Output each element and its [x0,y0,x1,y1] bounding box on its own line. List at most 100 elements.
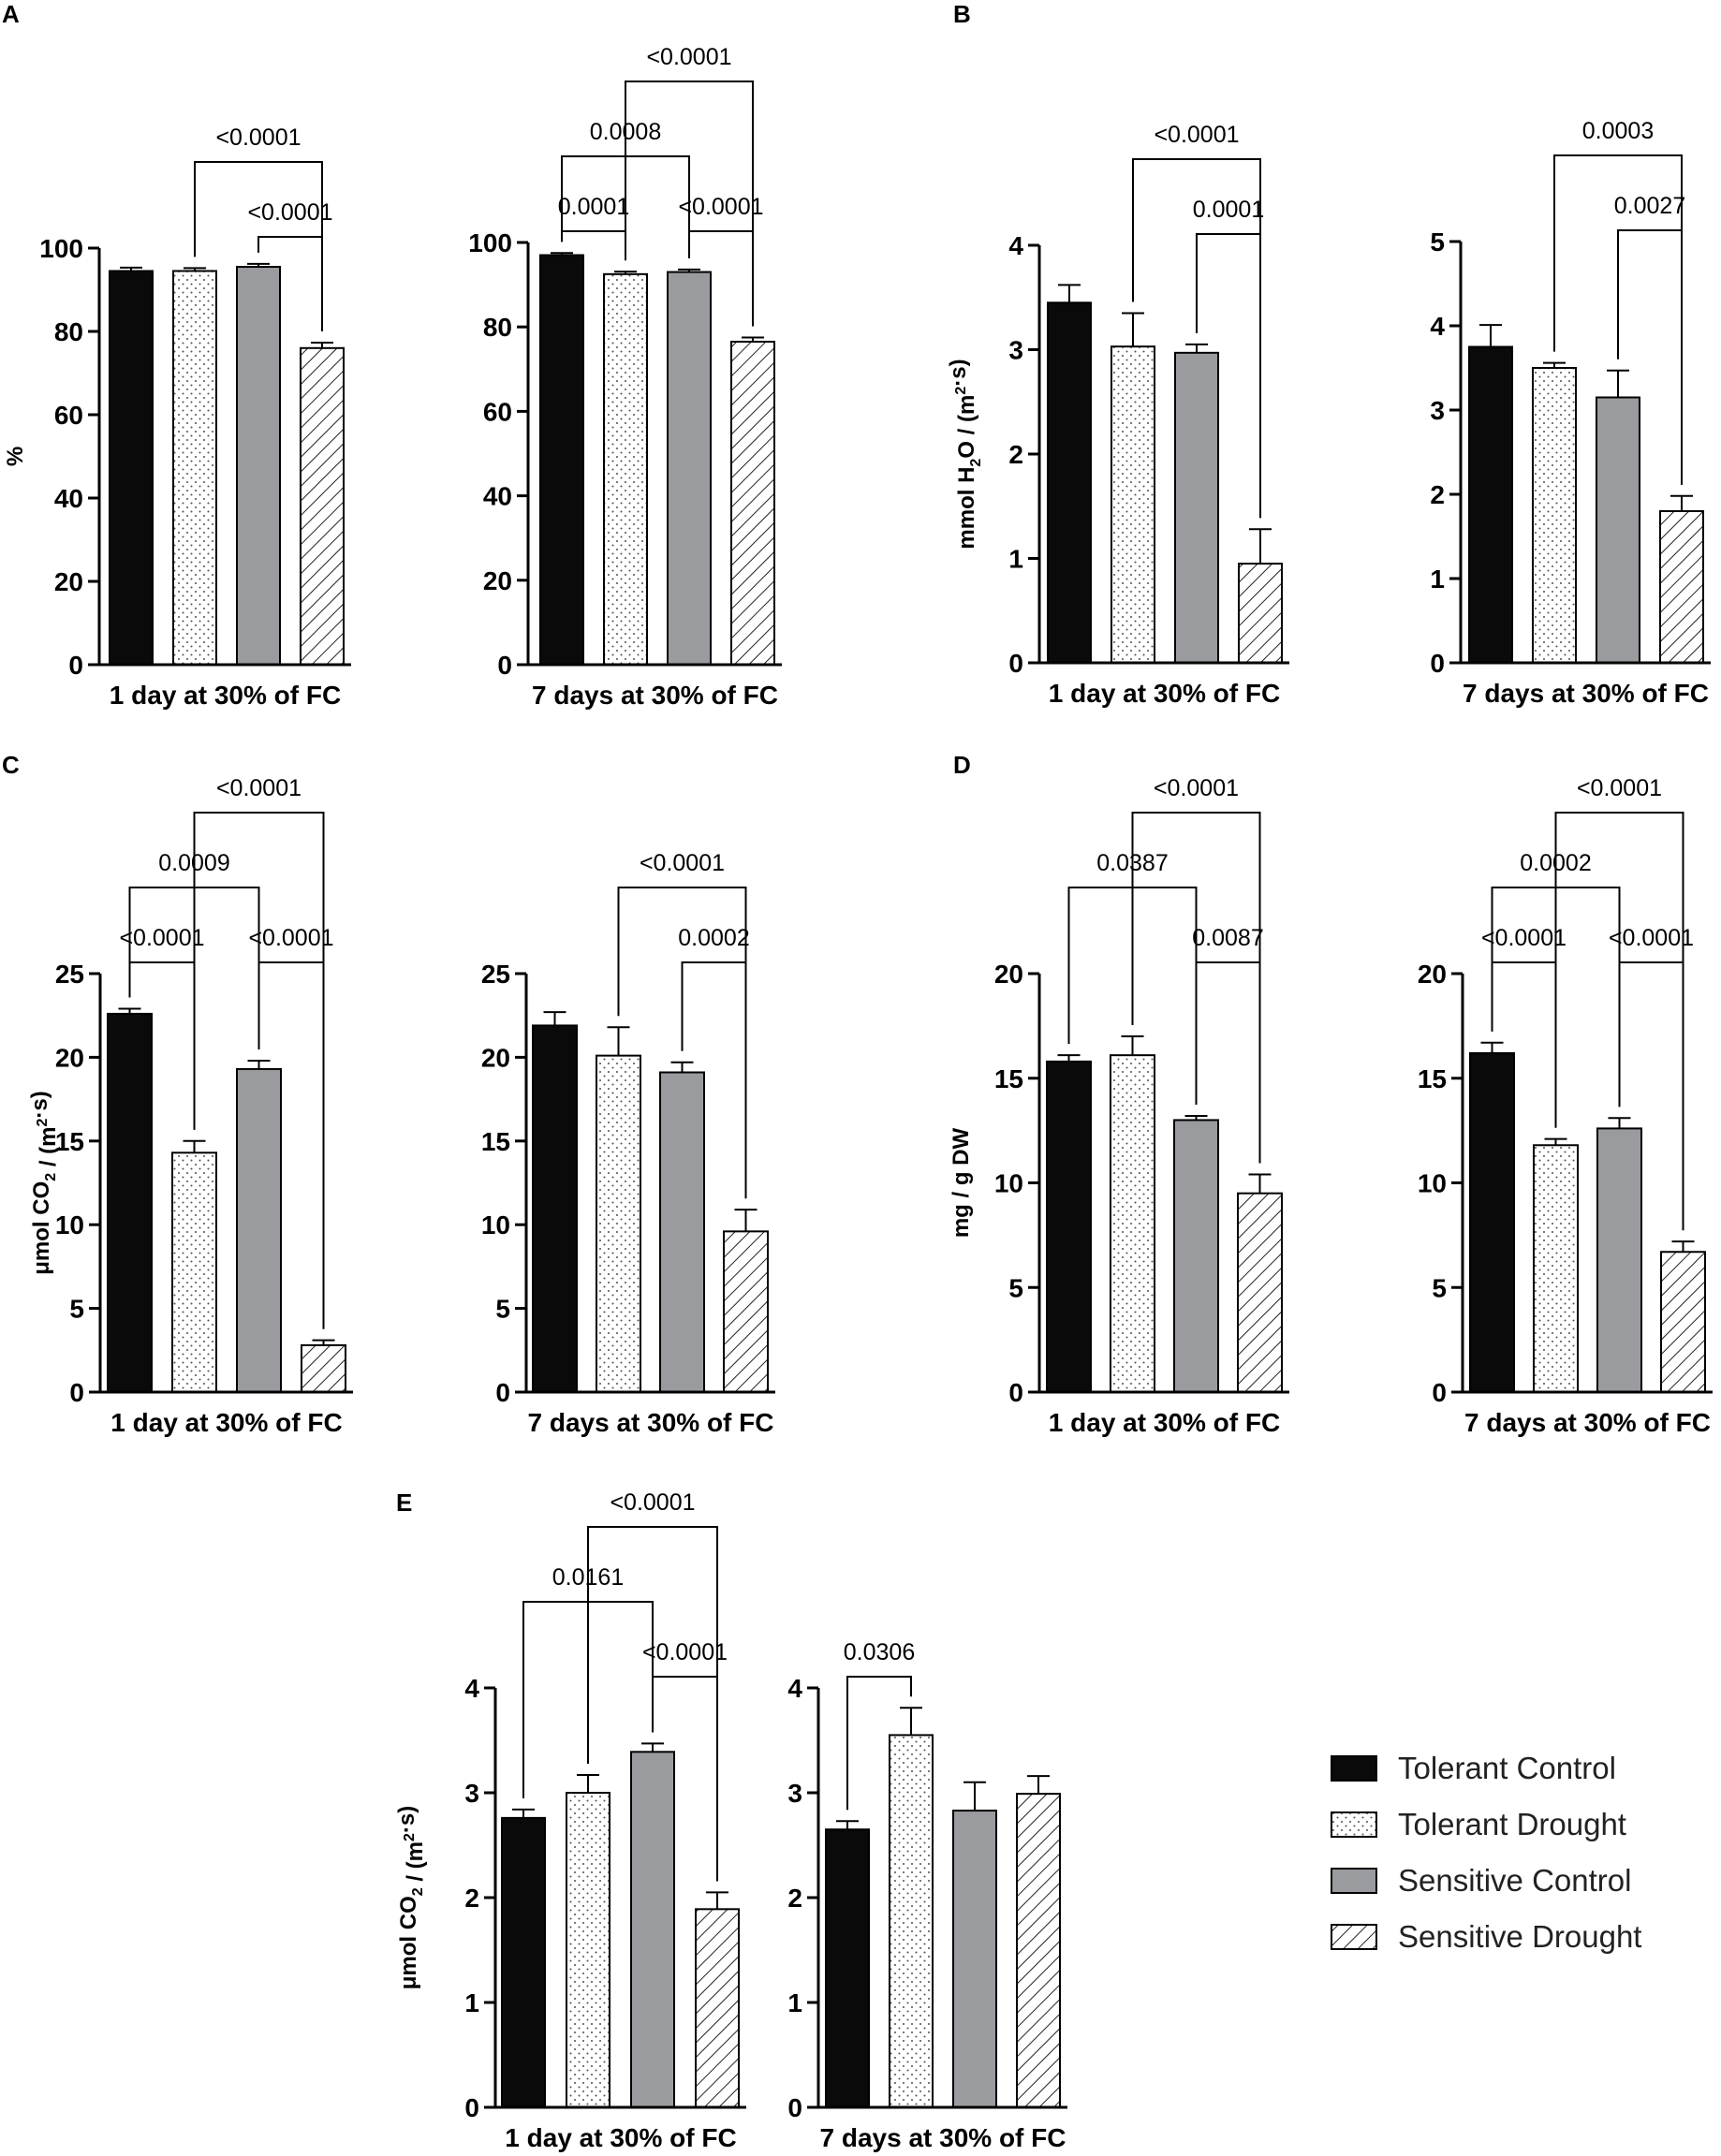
y-tick-label: 5 [1432,1273,1447,1302]
y-tick-label: 100 [39,234,83,263]
y-tick-label: 10 [481,1210,510,1239]
y-tick-label: 80 [54,317,83,346]
y-tick-label: 1 [1008,545,1023,574]
y-tick-label: 40 [54,484,83,513]
bar-sensitive-drought [300,346,345,666]
significance-bracket [625,81,754,327]
y-tick-label: 0 [1008,649,1023,678]
error-bar [1249,528,1272,565]
bar-tolerant-control [501,1816,546,2108]
error-bar [1608,1117,1631,1129]
bar-tolerant-drought [1532,367,1577,664]
y-tick-label: 20 [994,960,1023,989]
chart-c-day1: 0 5 10 15 20 25 1 day at 30% of FC μmol CO2 / (… [27,775,353,1437]
y-tick-label: 0 [69,1378,84,1407]
p-value-label: <0.0001 [1481,925,1567,951]
p-value-label: 0.0306 [844,1639,915,1665]
legend-swatch-tolerant-control [1331,1755,1377,1782]
error-bar [706,1891,728,1910]
chart-c-day7: 0 5 10 15 20 25 7 days at 30% of FC 0.0002 <0.00… [481,850,775,1437]
bar-sensitive-control [630,1751,675,2108]
bar-sensitive-drought [301,1343,346,1394]
bar-tolerant-control [1468,345,1513,664]
y-tick-label: 60 [483,397,512,426]
y-tick-label: 1 [787,1988,802,2017]
y-tick-label: 3 [1430,396,1445,425]
bar-tolerant-drought [596,1054,641,1394]
significance-bracket [846,1676,912,1811]
y-axis-label: μmol CO2 / (m2·s) [27,1091,61,1275]
significance-bracket [194,161,323,332]
x-axis-label: 7 days at 30% of FC [532,681,778,710]
error-bar [614,271,637,274]
y-tick-label: 25 [481,960,510,989]
chart-d-day7: 0 5 10 15 20 7 days at 30% of FC <0.0001 <0.000… [1418,775,1713,1437]
y-tick-label: 5 [495,1295,510,1324]
bar-sensitive-drought [1238,563,1283,665]
chart-d-day1: 0 5 10 15 20 1 day at 30% of FC mg / g DW 0.008… [949,775,1289,1437]
p-value-label: <0.0001 [247,199,332,226]
y-tick-label: 3 [1008,336,1023,365]
error-bar [900,1707,922,1736]
y-tick-label: 2 [1008,440,1023,469]
significance-bracket [193,812,325,1329]
bar-tolerant-control [825,1828,870,2108]
bar-sensitive-control [1174,351,1219,664]
chart-b-day7: 0 1 2 3 4 5 7 days at 30% of FC 0.0027 0.0003 [1430,118,1711,708]
error-bar [641,1742,664,1753]
y-tick-label: 0 [787,2093,802,2122]
legend-label-sensitive-drought: Sensitive Drought [1398,1919,1641,1954]
y-tick-label: 0 [464,2093,479,2122]
bar-tolerant-control [1047,301,1092,664]
bar-sensitive-drought [1660,1251,1706,1393]
y-tick-label: 10 [994,1169,1023,1198]
x-axis-label: 1 day at 30% of FC [505,2123,736,2152]
x-axis-label: 1 day at 30% of FC [110,1408,342,1437]
error-bar [183,1139,206,1153]
y-tick-label: 60 [54,401,83,430]
y-axis-label: μmol CO2 / (m2·s) [394,1806,428,1990]
y-tick-label: 20 [483,566,512,595]
y-tick-label: 0 [1430,649,1445,678]
error-bar [577,1773,599,1793]
bar-sensitive-drought [1237,1192,1283,1394]
p-value-label: <0.0001 [642,1639,728,1665]
y-axis-label: mmol H2O / (m2·s) [946,359,984,549]
legend: Tolerant Control Tolerant Drought Sensit… [1331,1751,1641,1954]
y-tick-label: 5 [1008,1273,1023,1302]
y-tick-label: 25 [55,960,84,989]
chart-b-day1: 0 1 2 3 4 1 day at 30% of FC mmol H2O / (m2·s)… [946,122,1289,708]
error-bar [1544,1137,1567,1146]
bar-tolerant-control [532,1024,578,1393]
error-bar [1121,1035,1144,1056]
p-value-label: 0.0003 [1582,118,1654,144]
y-tick-label: 5 [1430,227,1445,257]
x-axis-label: 1 day at 30% of FC [1049,679,1280,708]
error-bar [963,1781,986,1811]
bar-sensitive-control [952,1810,997,2109]
error-bar [1058,284,1081,303]
y-tick-label: 2 [1430,480,1445,509]
bar-tolerant-drought [1110,1054,1155,1394]
bar-tolerant-drought [889,1734,934,2109]
bar-sensitive-drought [695,1908,740,2108]
p-value-label: <0.0001 [1154,775,1239,801]
panel-letter-d: D [953,751,971,779]
y-tick-label: 20 [55,1043,84,1072]
bar-sensitive-control [236,266,281,666]
error-bar [1543,361,1566,368]
error-bar [607,1026,630,1056]
chart-a-day7: 0 20 40 60 80 100 7 days at 30% of FC 0.0001 <0.… [468,44,782,710]
y-tick-label: 80 [483,313,512,342]
bar-sensitive-control [1173,1119,1219,1393]
p-value-label: <0.0001 [216,775,302,801]
error-bar [118,1007,141,1014]
bar-tolerant-drought [171,1151,217,1394]
bar-tolerant-control [539,254,584,666]
legend-label-sensitive-control: Sensitive Control [1398,1863,1631,1898]
legend-swatch-sensitive-control [1331,1868,1377,1894]
significance-bracket [617,887,747,1199]
bar-sensitive-drought [723,1230,769,1394]
p-value-label: <0.0001 [1609,925,1694,951]
bar-sensitive-drought [1659,510,1704,664]
